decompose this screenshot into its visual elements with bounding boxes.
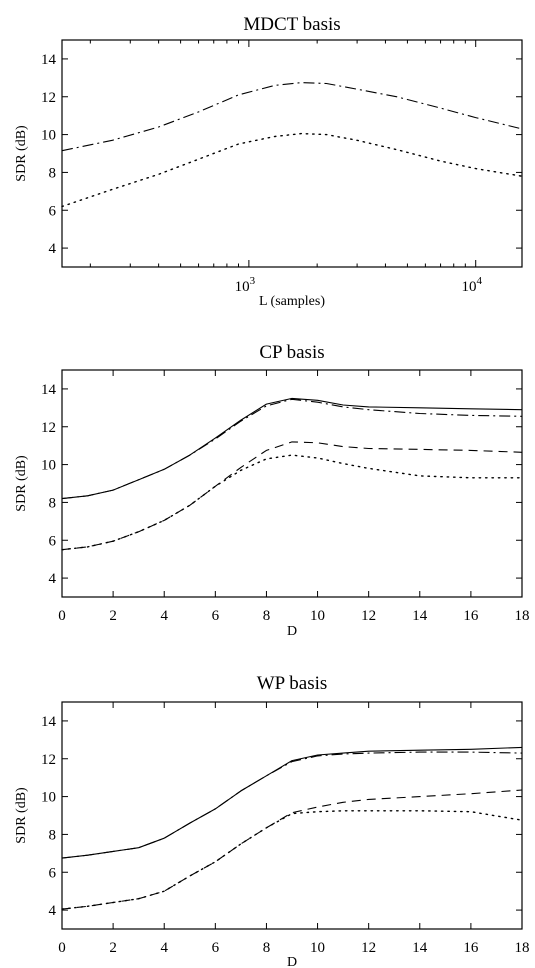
y-tick-label: 10 — [41, 128, 56, 144]
x-tick-label: 0 — [58, 608, 66, 624]
y-tick-label: 12 — [41, 420, 56, 436]
y-tick-label: 4 — [49, 571, 57, 587]
series-line-dotted — [61, 454, 523, 551]
chart-2: WP basis 4 6 8 10 12 14 0 2 4 6 8 10 12 14 16 18 D SDR (dB… — [14, 673, 530, 968]
x-tick-label: 14 — [412, 940, 428, 956]
x-tick-label: 8 — [263, 608, 271, 624]
x-axis-label: D — [287, 624, 297, 639]
x-tick-label: 18 — [515, 940, 530, 956]
y-tick-label: 12 — [41, 752, 56, 768]
series-line-dashdot — [61, 82, 523, 152]
x-tick-label: 18 — [515, 608, 530, 624]
x-tick-label: 4 — [160, 608, 168, 624]
plot-frame — [61, 701, 523, 930]
x-tick-base: 10 — [235, 279, 250, 295]
x-tick-label: 8 — [263, 940, 271, 956]
x-tick-label: 2 — [109, 608, 117, 624]
plot-frame — [61, 369, 523, 598]
x-axis-label: L (samples) — [259, 294, 325, 309]
series-line-solid — [61, 746, 523, 859]
plot-frame — [61, 39, 523, 268]
y-tick-label: 14 — [41, 382, 57, 398]
chart-1: CP basis 4 6 8 10 12 14 0 2 4 6 8 10 12 14 16 18 D SDR (dB… — [14, 342, 530, 639]
y-tick-label: 8 — [49, 495, 57, 511]
y-tick-label: 14 — [41, 714, 57, 730]
x-tick-label: 104 — [461, 275, 482, 295]
y-tick-label: 10 — [41, 458, 56, 474]
x-tick-label: 4 — [160, 940, 168, 956]
y-tick-label: 8 — [49, 827, 57, 843]
series-line-dashdot — [61, 751, 523, 859]
x-tick-exponent: 4 — [476, 275, 482, 287]
x-tick-label: 2 — [109, 940, 117, 956]
y-tick-label: 10 — [41, 790, 56, 806]
chart-title: WP basis — [257, 673, 328, 694]
series-line-dashed — [61, 441, 523, 551]
x-tick-label: 10 — [310, 608, 325, 624]
chart-title: CP basis — [259, 342, 324, 363]
x-tick-base: 10 — [461, 279, 476, 295]
x-tick-label: 12 — [361, 608, 376, 624]
x-tick-label: 103 — [235, 275, 256, 295]
y-tick-label: 6 — [49, 533, 57, 549]
y-tick-label: 6 — [49, 865, 57, 881]
x-tick-exponent: 3 — [250, 275, 256, 287]
series-line-dashdot — [61, 398, 523, 500]
y-axis-label: SDR (dB) — [14, 455, 29, 512]
y-axis-label: SDR (dB) — [14, 125, 29, 182]
x-axis-label: D — [287, 955, 297, 968]
series-line-dashed — [61, 789, 523, 910]
chart-title: MDCT basis — [243, 14, 340, 35]
series-line-dotted — [61, 810, 523, 910]
x-tick-label: 12 — [361, 940, 376, 956]
y-axis-label: SDR (dB) — [14, 787, 29, 844]
x-tick-label: 6 — [212, 940, 220, 956]
y-tick-label: 6 — [49, 203, 57, 219]
y-tick-label: 4 — [49, 241, 57, 257]
x-tick-label: 16 — [463, 608, 479, 624]
y-tick-label: 14 — [41, 52, 57, 68]
x-tick-label: 0 — [58, 940, 66, 956]
series-line-dotted — [61, 132, 523, 208]
x-tick-label: 16 — [463, 940, 479, 956]
x-tick-label: 10 — [310, 940, 325, 956]
x-tick-label: 6 — [212, 608, 220, 624]
y-tick-label: 4 — [49, 903, 57, 919]
y-tick-label: 8 — [49, 165, 57, 181]
x-tick-label: 14 — [412, 608, 428, 624]
series-line-solid — [61, 397, 523, 500]
y-tick-label: 12 — [41, 90, 56, 106]
